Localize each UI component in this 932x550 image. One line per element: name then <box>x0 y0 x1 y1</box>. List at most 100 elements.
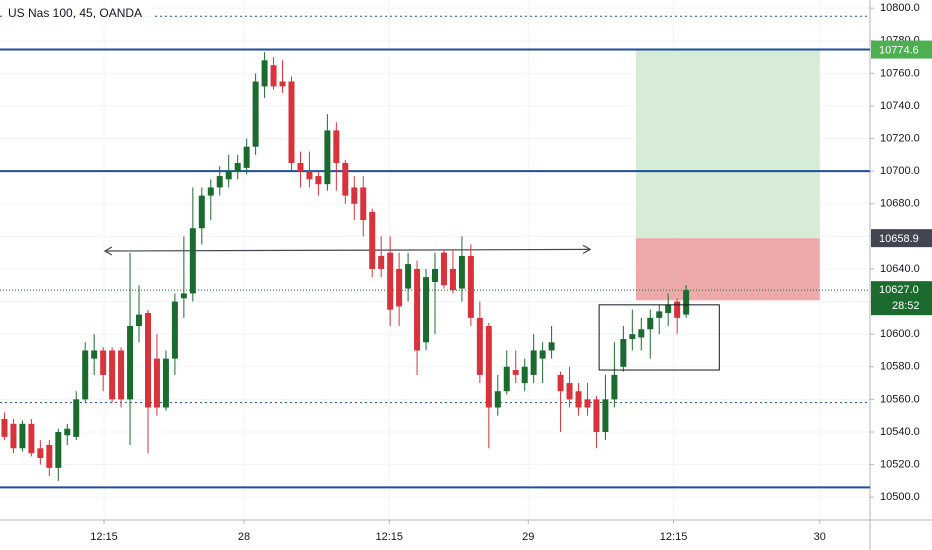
candle-body <box>127 326 134 400</box>
candle-body <box>306 171 313 180</box>
y-tick-label: 10720.0 <box>880 132 920 144</box>
rectangle-drawing <box>598 304 720 371</box>
candle-body <box>683 290 690 315</box>
candle-body <box>423 277 430 343</box>
candle-body <box>1 418 8 437</box>
candle-body <box>171 301 178 359</box>
y-tick-label: 10500.0 <box>880 491 920 503</box>
candle-body <box>449 268 456 291</box>
candle-body <box>611 374 618 400</box>
candle-body <box>279 81 286 87</box>
candle-body <box>10 423 17 449</box>
x-tick-label: 30 <box>814 531 826 543</box>
countdown: 28:52 <box>892 300 920 312</box>
x-tick-label: 28 <box>238 531 250 543</box>
candle-body <box>297 163 304 172</box>
candle-body <box>638 329 645 338</box>
x-tick-label: 29 <box>522 531 534 543</box>
title-bg <box>2 5 152 23</box>
candle-body <box>539 350 546 359</box>
candle-body <box>414 268 421 351</box>
candle-body <box>396 268 403 307</box>
candle-body <box>153 358 160 408</box>
arrow-line <box>104 248 591 252</box>
candle-body <box>647 317 654 330</box>
candle-body <box>91 350 98 359</box>
candle-body <box>261 60 268 87</box>
candle-body <box>440 252 447 286</box>
candle-body <box>46 445 53 468</box>
candle-body <box>575 391 582 408</box>
candle-body <box>593 399 600 432</box>
candle-body <box>37 448 44 459</box>
candle-body <box>234 163 241 172</box>
candle-body <box>351 187 358 204</box>
candle-body <box>566 383 573 400</box>
candle-body <box>288 81 295 164</box>
x-tick-label: 12:15 <box>375 531 403 543</box>
y-tick-label: 10700.0 <box>880 165 920 177</box>
loss-zone <box>635 238 820 301</box>
candle-body <box>315 176 322 185</box>
candle-body <box>324 130 331 185</box>
candle-body <box>494 391 501 408</box>
candle-body <box>28 423 35 454</box>
candle-body <box>136 314 143 327</box>
candle-body <box>665 304 672 313</box>
price-label-bg <box>871 229 932 248</box>
y-tick-label: 10560.0 <box>880 393 920 405</box>
candle-body <box>360 187 367 221</box>
candle-body <box>512 370 519 375</box>
candle-body <box>162 358 169 408</box>
candle-body <box>82 350 89 400</box>
candle-body <box>503 366 510 392</box>
candle-body <box>602 399 609 432</box>
candle-body <box>270 65 277 87</box>
candle-body <box>207 187 214 196</box>
x-tick-label: 12:15 <box>90 531 118 543</box>
candle-body <box>467 255 474 318</box>
y-tick-label: 10520.0 <box>880 458 920 470</box>
candle-body <box>521 366 528 384</box>
price-label: 10658.9 <box>879 233 919 245</box>
last-price-label: 10627.0 <box>879 284 919 296</box>
candle-body <box>629 334 636 340</box>
candle-body <box>476 317 483 375</box>
candle-body <box>387 252 394 310</box>
candle-body <box>548 342 555 351</box>
chart-title: US Nas 100, 45, OANDA <box>8 6 142 20</box>
candle-body <box>225 171 232 180</box>
candle-body <box>378 255 385 269</box>
profit-zone <box>635 49 820 239</box>
price-label: 10774.6 <box>879 44 919 56</box>
candle-body <box>73 399 80 437</box>
candle-body <box>432 268 438 283</box>
candle-body <box>243 146 250 168</box>
candle-body <box>216 176 223 188</box>
candle-body <box>530 350 537 375</box>
arrow-head <box>582 244 592 254</box>
y-tick-label: 10760.0 <box>880 67 920 79</box>
candle-body <box>485 326 492 408</box>
candle-body <box>198 195 205 229</box>
candle-body <box>189 228 196 294</box>
candle-body <box>620 339 627 367</box>
last-price-bg <box>871 281 932 316</box>
y-tick-label: 10600.0 <box>880 328 920 340</box>
candle-body <box>100 350 107 375</box>
candle-body <box>674 301 681 318</box>
candle-body <box>458 255 465 289</box>
y-tick-label: 10580.0 <box>880 361 920 373</box>
candle-body <box>342 163 349 196</box>
candle-body <box>584 399 591 408</box>
price-label-bg <box>871 40 932 59</box>
candle-body <box>180 293 187 299</box>
y-tick-label: 10800.0 <box>880 2 920 14</box>
arrow-head <box>103 246 113 256</box>
candle-body <box>333 130 340 164</box>
candle-body <box>19 423 26 449</box>
candle-body <box>405 264 412 289</box>
candle-body <box>252 81 259 147</box>
y-tick-label: 10680.0 <box>880 198 920 210</box>
